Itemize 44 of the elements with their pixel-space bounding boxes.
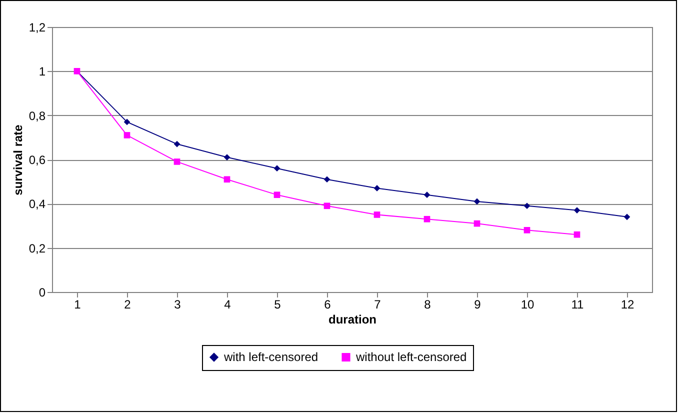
y-tick-label: 0,2: [28, 241, 46, 256]
x-tick-label: 5: [274, 298, 282, 312]
point: [324, 176, 330, 183]
point: [374, 212, 380, 218]
point: [574, 231, 580, 238]
x-tick-label: 4: [224, 298, 232, 312]
point: [174, 158, 180, 165]
point: [374, 185, 380, 192]
legend-label: with left-censored: [223, 350, 318, 364]
point: [124, 118, 130, 126]
point: [474, 198, 480, 205]
point: [224, 176, 230, 183]
y-tick-label: 0,6: [28, 153, 46, 167]
point: [524, 202, 530, 210]
point: [424, 216, 430, 222]
x-tick-label: 7: [374, 298, 382, 312]
point: [624, 214, 630, 220]
x-tick-label: 10: [520, 298, 534, 312]
y-tick-label: 0: [38, 286, 46, 300]
point: [324, 202, 330, 210]
x-tick-label: 2: [124, 298, 132, 312]
point: [274, 165, 280, 172]
point: [574, 207, 580, 214]
point: [524, 227, 530, 234]
y-axis-title: survival rate: [10, 124, 25, 196]
x-tick-label: 9: [474, 298, 482, 312]
y-tick-label: 1,2: [28, 20, 46, 34]
point: [174, 140, 180, 148]
y-tick-label: 0,4: [28, 197, 46, 212]
point: [124, 132, 130, 138]
x-axis-title: duration: [328, 312, 376, 326]
point: [224, 154, 230, 160]
x-tick-label: 1: [74, 298, 82, 312]
x-tick-label: 3: [174, 298, 182, 312]
x-tick-label: 6: [324, 298, 332, 312]
x-tick-label: 12: [620, 298, 634, 312]
legend-label: without left-censored: [355, 350, 467, 364]
point: [474, 220, 480, 227]
x-tick-label: 11: [571, 298, 584, 312]
x-tick-label: 8: [424, 298, 432, 312]
point: [424, 192, 430, 198]
y-tick-label: 1: [38, 64, 46, 79]
y-tick-label: 0,8: [28, 108, 46, 123]
point: [274, 192, 280, 198]
